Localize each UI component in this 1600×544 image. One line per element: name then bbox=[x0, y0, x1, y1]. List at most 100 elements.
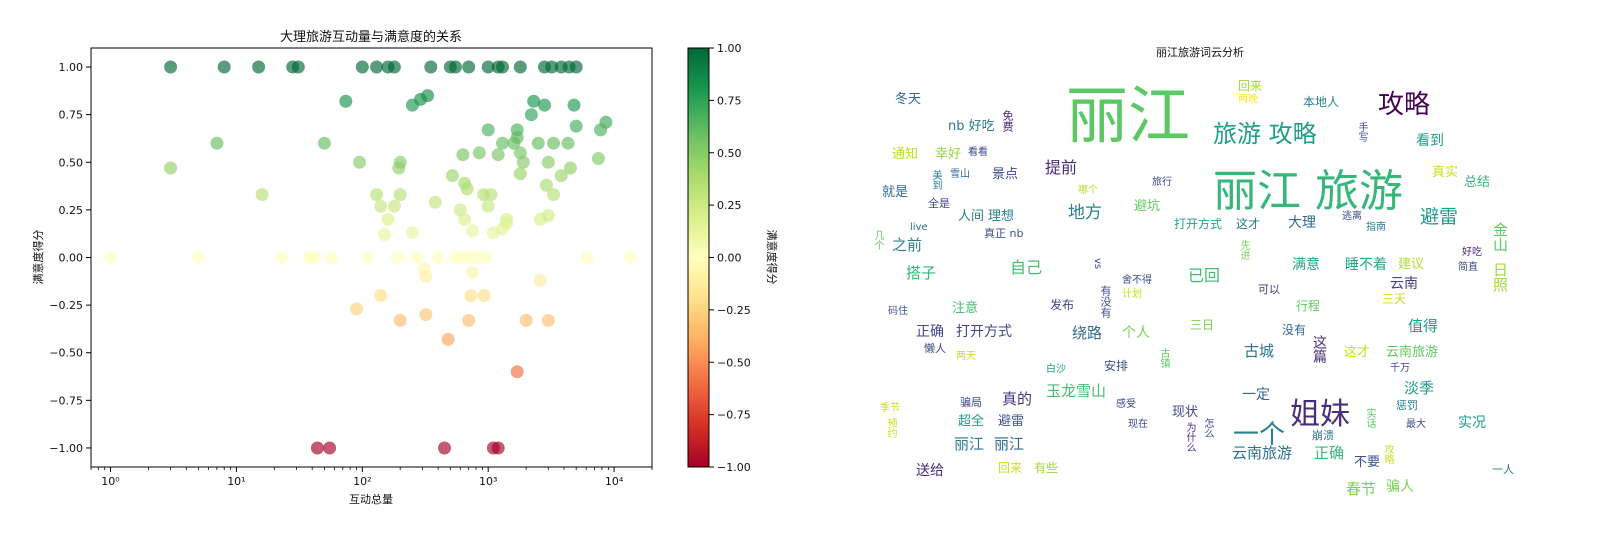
y-tick-label: −0.50 bbox=[49, 347, 83, 360]
data-point bbox=[516, 155, 530, 169]
data-point bbox=[481, 199, 495, 213]
wordcloud-word: 崩溃 bbox=[1312, 429, 1334, 442]
wordcloud-word: 日照 bbox=[1491, 262, 1509, 292]
data-point bbox=[370, 188, 384, 202]
colorbar bbox=[687, 47, 710, 468]
scatter-title: 大理旅游互动量与满意度的关系 bbox=[280, 29, 462, 45]
wordcloud-word: vs bbox=[1092, 258, 1103, 270]
wordcloud-word: 攻略 bbox=[1382, 444, 1393, 464]
wordcloud-word: 看到 bbox=[1416, 133, 1444, 149]
data-point bbox=[445, 169, 459, 183]
data-point bbox=[317, 136, 331, 150]
data-point bbox=[374, 199, 388, 213]
wordcloud-word: 一定 bbox=[1242, 387, 1270, 403]
word-cloud: 丽江旅游词云分析 丽江 丽江 旅游 旅游 攻略 攻略 姐妹 一个 冬天 nb 好吃 免费 通知 幸好… bbox=[860, 30, 1560, 520]
wordcloud-word: 之前 bbox=[892, 236, 923, 254]
wordcloud-word: 注意 bbox=[952, 301, 979, 316]
wordcloud-word: 千万 bbox=[1390, 363, 1410, 374]
y-tick-label: 0.75 bbox=[59, 109, 84, 122]
wordcloud-word: 看看 bbox=[968, 147, 988, 158]
data-point bbox=[462, 60, 476, 74]
wordcloud-word: 已回 bbox=[1188, 266, 1221, 285]
data-point bbox=[491, 441, 505, 455]
data-point bbox=[545, 60, 559, 74]
data-point bbox=[569, 119, 583, 133]
wordcloud-word: 全是 bbox=[928, 197, 950, 210]
wordcloud-word: 安排 bbox=[1104, 359, 1129, 373]
wordcloud-word: 没有 bbox=[1282, 323, 1307, 337]
data-point bbox=[210, 136, 224, 150]
data-point bbox=[462, 313, 476, 327]
wordcloud-word: 几个 bbox=[872, 230, 883, 250]
y-tick-label: 0.50 bbox=[59, 156, 84, 169]
data-point bbox=[491, 148, 505, 162]
wordcloud-word: 真正 nb bbox=[984, 227, 1024, 240]
wordcloud-word: live bbox=[910, 222, 928, 233]
data-point bbox=[524, 108, 538, 122]
data-point bbox=[393, 188, 407, 202]
data-point bbox=[387, 199, 401, 213]
wordcloud-word: 为什么 bbox=[1184, 422, 1195, 452]
x-tick-label: 10³ bbox=[479, 475, 497, 488]
wordcloud-word: 淡季 bbox=[1404, 379, 1435, 397]
wordcloud-word: 一人 bbox=[1492, 463, 1514, 476]
data-point bbox=[164, 60, 178, 74]
wordcloud-word: 这才 bbox=[1236, 217, 1261, 231]
wordcloud-word: 丽江 bbox=[1066, 79, 1191, 152]
wordcloud-word: 建议 bbox=[1398, 257, 1425, 272]
wordcloud-word: 有没有 bbox=[1099, 285, 1112, 318]
wordcloud-word: 白沙 bbox=[1046, 364, 1066, 375]
wordcloud-word: 提前 bbox=[1045, 158, 1078, 177]
data-point bbox=[513, 167, 527, 181]
wordcloud-title: 丽江旅游词云分析 bbox=[1156, 46, 1244, 59]
wordcloud-word: 懒人 bbox=[924, 342, 946, 355]
wordcloud-word: 手写 bbox=[1356, 122, 1367, 142]
wordcloud-word: 骗局 bbox=[960, 396, 982, 409]
data-point bbox=[541, 209, 555, 223]
y-tick-label: 0.00 bbox=[59, 252, 84, 265]
wordcloud-word: 感受 bbox=[1116, 399, 1136, 410]
y-tick-label: −0.25 bbox=[49, 299, 83, 312]
x-tick-label: 10¹ bbox=[227, 475, 245, 488]
data-point bbox=[323, 441, 337, 455]
data-point bbox=[275, 251, 289, 264]
wordcloud-word: 超全 bbox=[958, 414, 985, 429]
data-point bbox=[519, 313, 533, 327]
wordcloud-word: 总结 bbox=[1464, 175, 1491, 190]
wordcloud-word: 玉龙雪山 bbox=[1046, 382, 1107, 400]
wordcloud-word: 金山 bbox=[1491, 222, 1509, 252]
wordcloud-word: 好吃 bbox=[1462, 247, 1482, 258]
wordcloud-word: 真实 bbox=[1432, 165, 1459, 180]
scatter-chart: 大理旅游互动量与满意度的关系 10⁰ 10¹ 10² 10³ 10⁴ 1.00 0.75 0… bbox=[31, 29, 779, 506]
wordcloud-word: 地方 bbox=[1068, 203, 1102, 223]
wordcloud-word: 有些 bbox=[1034, 461, 1059, 475]
wordcloud-word: 实话 bbox=[1364, 408, 1375, 428]
wordcloud-word: 姐妹 bbox=[1290, 397, 1350, 432]
data-point bbox=[370, 60, 384, 74]
wordcloud-word: 大理 bbox=[1288, 215, 1316, 231]
x-axis-label: 互动总量 bbox=[349, 492, 393, 506]
wordcloud-word: nb 好吃 bbox=[948, 119, 995, 134]
data-point bbox=[441, 332, 455, 346]
wordcloud-word: 幸好 bbox=[935, 147, 962, 162]
data-point bbox=[531, 136, 545, 150]
data-point bbox=[325, 251, 339, 264]
data-point bbox=[374, 289, 388, 303]
data-point bbox=[466, 224, 479, 238]
data-point bbox=[539, 178, 553, 192]
colorbar-tick-label: 0.50 bbox=[717, 147, 742, 160]
data-point bbox=[554, 169, 568, 183]
data-point bbox=[591, 152, 605, 165]
colorbar-tick-label: 1.00 bbox=[717, 42, 742, 55]
wordcloud-word: 先进 bbox=[1238, 240, 1249, 260]
data-point bbox=[541, 155, 555, 169]
wordcloud-word: 避雷 bbox=[1420, 206, 1459, 228]
data-point bbox=[381, 212, 395, 226]
data-point bbox=[424, 60, 438, 74]
data-point bbox=[547, 136, 560, 150]
wordcloud-word: 这才 bbox=[1344, 345, 1371, 360]
wordcloud-word: 理想 bbox=[988, 209, 1015, 224]
wordcloud-word: 实况 bbox=[1458, 415, 1486, 431]
data-point bbox=[481, 123, 495, 137]
wordcloud-word: 惩罚 bbox=[1396, 399, 1418, 412]
